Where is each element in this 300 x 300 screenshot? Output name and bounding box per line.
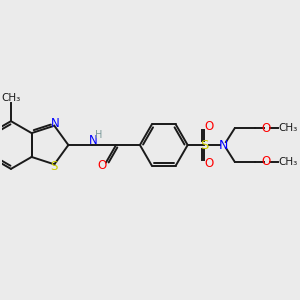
Text: N: N	[51, 117, 60, 130]
Text: CH₃: CH₃	[1, 93, 21, 103]
Text: O: O	[97, 159, 106, 172]
Text: O: O	[261, 122, 271, 135]
Text: O: O	[205, 157, 214, 170]
Text: O: O	[261, 155, 271, 168]
Text: S: S	[200, 139, 208, 152]
Text: CH₃: CH₃	[278, 123, 298, 134]
Text: N: N	[218, 139, 228, 152]
Text: S: S	[51, 160, 58, 173]
Text: N: N	[89, 134, 98, 147]
Text: O: O	[205, 120, 214, 134]
Text: H: H	[95, 130, 103, 140]
Text: CH₃: CH₃	[278, 157, 298, 166]
